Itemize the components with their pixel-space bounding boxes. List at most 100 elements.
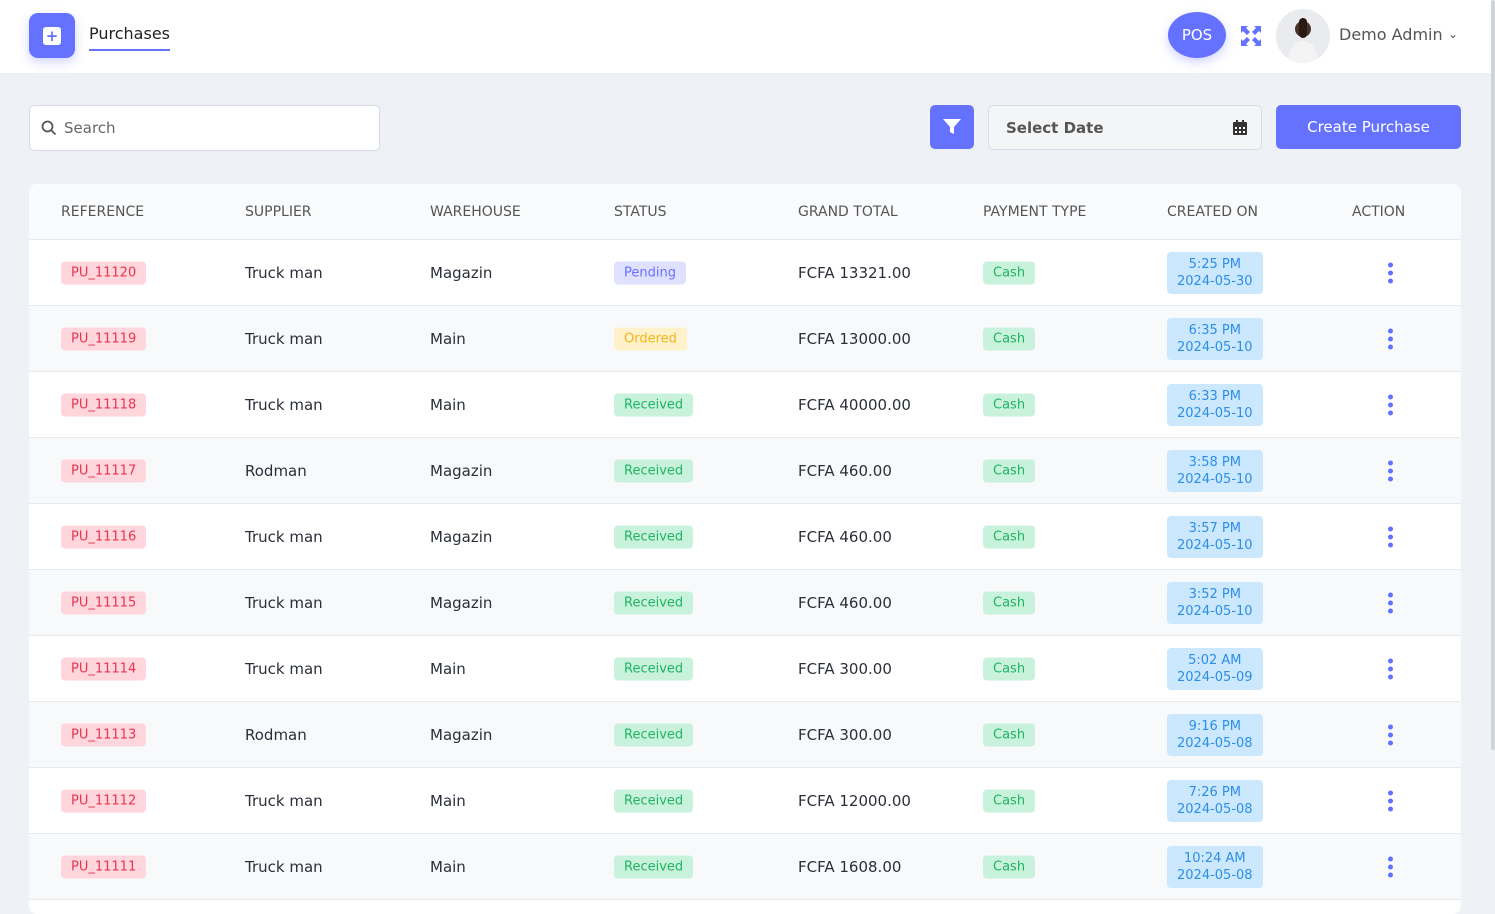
created-on-badge: 10:24 AM 2024-05-08 [1167,845,1263,888]
column-header[interactable]: PAYMENT TYPE [983,203,1087,220]
created-on-badge: 3:57 PM 2024-05-10 [1167,515,1263,558]
page-title[interactable]: Purchases [89,24,170,51]
table-row: PU_11116 Truck man Magazin Received FCFA 460… [29,504,1461,570]
warehouse: Main [430,659,466,678]
reference-badge[interactable]: PU_11112 [61,789,147,812]
user-name[interactable]: Demo Admin [1339,25,1443,44]
reference-badge[interactable]: PU_11119 [61,327,147,350]
column-header[interactable]: CREATED ON [1167,203,1258,220]
created-on-badge: 9:16 PM 2024-05-08 [1167,713,1263,756]
pos-button[interactable]: POS [1168,12,1226,58]
warehouse: Magazin [430,461,493,480]
more-actions-icon[interactable] [1384,526,1396,547]
grand-total: FCFA 460.00 [798,593,892,612]
table-row: PU_11117 Rodman Magazin Received FCFA 460.00… [29,438,1461,504]
purchases-table: REFERENCE SUPPLIER WAREHOUSE STATUS GRAN… [29,184,1461,914]
column-header[interactable]: STATUS [614,203,667,220]
created-date: 2024-05-08 [1177,735,1253,751]
column-header[interactable]: WAREHOUSE [430,203,521,220]
created-date: 2024-05-10 [1177,537,1253,553]
column-header[interactable]: REFERENCE [61,203,145,220]
column-header[interactable]: SUPPLIER [245,203,312,220]
create-purchase-button[interactable]: Create Purchase [1276,105,1461,149]
supplier: Truck man [245,593,323,612]
reference-badge[interactable]: PU_11116 [61,525,147,548]
status-badge: Received [614,789,694,812]
supplier: Truck man [245,659,323,678]
date-placeholder: Select Date [1006,119,1104,137]
column-header: ACTION [1352,203,1406,220]
more-actions-icon[interactable] [1384,460,1396,481]
created-date: 2024-05-10 [1177,405,1253,421]
search-box[interactable] [29,105,380,151]
created-date: 2024-05-10 [1177,603,1253,619]
created-on-badge: 6:33 PM 2024-05-10 [1167,383,1263,426]
warehouse: Magazin [430,527,493,546]
reference-badge[interactable]: PU_11117 [61,459,147,482]
grand-total: FCFA 300.00 [798,659,892,678]
reference-badge[interactable]: PU_11118 [61,393,147,416]
created-on-badge: 3:52 PM 2024-05-10 [1167,581,1263,624]
reference-badge[interactable]: PU_11114 [61,657,147,680]
grand-total: FCFA 460.00 [798,461,892,480]
warehouse: Main [430,791,466,810]
created-time: 6:33 PM [1188,388,1241,404]
search-input[interactable] [64,116,364,140]
more-actions-icon[interactable] [1384,856,1396,877]
more-actions-icon[interactable] [1384,724,1396,745]
search-icon [41,120,57,136]
created-date: 2024-05-09 [1177,669,1253,685]
created-time: 9:16 PM [1188,718,1241,734]
status-badge: Received [614,459,694,482]
chevron-down-icon[interactable]: ⌄ [1448,27,1459,41]
more-actions-icon[interactable] [1384,262,1396,283]
table-row: PU_11118 Truck man Main Received FCFA 40000.… [29,372,1461,438]
payment-type-badge: Cash [983,789,1036,812]
grand-total: FCFA 13000.00 [798,329,911,348]
supplier: Truck man [245,329,323,348]
grand-total: FCFA 12000.00 [798,791,911,810]
more-actions-icon[interactable] [1384,328,1396,349]
created-date: 2024-05-08 [1177,801,1253,817]
table-row: PU_11119 Truck man Main Ordered FCFA 13000.0… [29,306,1461,372]
top-bar: + Purchases POS Demo Admin ⌄ [0,0,1495,73]
purchases-add-icon[interactable]: + [29,13,75,58]
status-badge: Received [614,723,694,746]
more-actions-icon[interactable] [1384,394,1396,415]
created-time: 7:26 PM [1188,784,1241,800]
created-date: 2024-05-10 [1177,471,1253,487]
created-time: 3:58 PM [1188,454,1241,470]
created-date: 2024-05-10 [1177,339,1253,355]
date-picker[interactable]: Select Date [988,105,1262,150]
filter-button[interactable] [930,105,974,149]
avatar[interactable] [1276,9,1330,63]
created-on-badge: 5:25 PM 2024-05-30 [1167,251,1263,294]
scrollbar[interactable] [1491,0,1495,750]
more-actions-icon[interactable] [1384,592,1396,613]
payment-type-badge: Cash [983,327,1036,350]
status-badge: Received [614,591,694,614]
table-row: PU_11115 Truck man Magazin Received FCFA 460… [29,570,1461,636]
more-actions-icon[interactable] [1384,658,1396,679]
supplier: Truck man [245,791,323,810]
column-header[interactable]: GRAND TOTAL [798,203,898,220]
reference-badge[interactable]: PU_11115 [61,591,147,614]
supplier: Truck man [245,263,323,282]
created-time: 5:02 AM [1188,652,1242,668]
warehouse: Main [430,329,466,348]
reference-badge[interactable]: PU_11120 [61,261,147,284]
more-actions-icon[interactable] [1384,790,1396,811]
fullscreen-icon[interactable] [1240,25,1262,47]
supplier: Truck man [245,395,323,414]
supplier: Rodman [245,461,307,480]
payment-type-badge: Cash [983,393,1036,416]
reference-badge[interactable]: PU_11113 [61,723,147,746]
payment-type-badge: Cash [983,657,1036,680]
reference-badge[interactable]: PU_11111 [61,855,147,878]
calendar-icon [1233,120,1247,135]
created-date: 2024-05-08 [1177,867,1253,883]
warehouse: Main [430,857,466,876]
status-badge: Received [614,855,694,878]
status-badge: Ordered [614,327,687,350]
status-badge: Pending [614,261,686,284]
